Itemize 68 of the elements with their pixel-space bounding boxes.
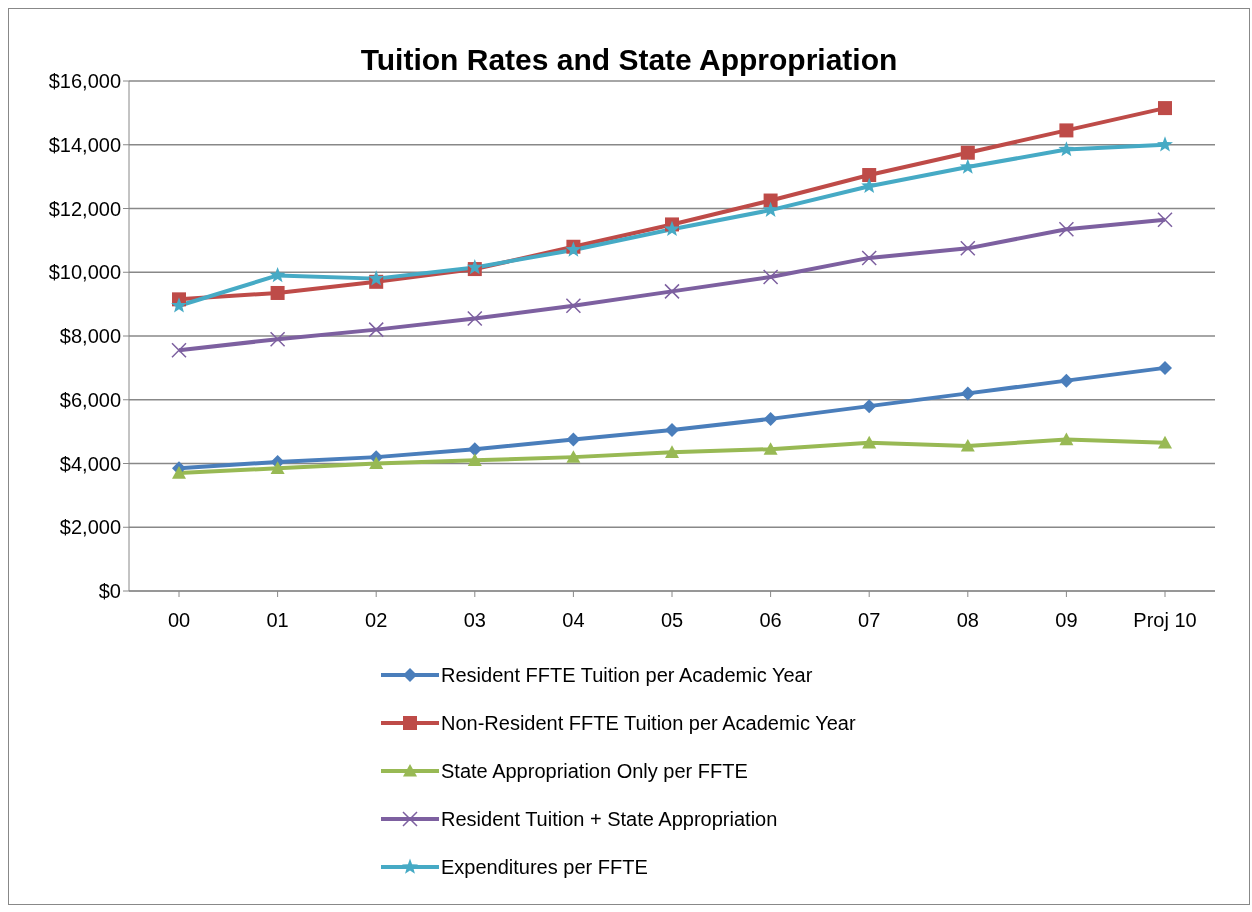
legend-label: Non-Resident FFTE Tuition per Academic Year [441, 711, 856, 735]
y-tick-label: $8,000 [59, 325, 121, 348]
point [664, 283, 680, 300]
point [1059, 373, 1074, 388]
x-tick-label: 01 [266, 609, 289, 632]
y-tick-label: $14,000 [48, 133, 121, 156]
point [467, 442, 482, 457]
y-tick-label: $4,000 [59, 452, 121, 475]
legend-label: Expenditures per FFTE [441, 855, 648, 879]
point [763, 442, 778, 455]
x-tick-label: 00 [167, 609, 191, 632]
point [1059, 432, 1074, 446]
point [566, 450, 581, 463]
point [368, 321, 384, 338]
point [1157, 136, 1173, 152]
point [665, 445, 679, 458]
point [1158, 360, 1172, 375]
x-tick-label: 02 [365, 609, 388, 632]
chart-title: Tuition Rates and State Appropriation [359, 42, 899, 76]
x-tick-label: 07 [858, 609, 881, 632]
legend-label: Resident Tuition + State Appropriation [441, 807, 778, 831]
point [270, 285, 285, 300]
point [665, 423, 679, 438]
point [861, 250, 877, 266]
point [566, 432, 581, 447]
x-tick-label: 05 [660, 609, 684, 632]
x-tick-label: 09 [1055, 609, 1078, 632]
x-tick-label: 08 [956, 609, 979, 632]
y-tick-label: $2,000 [59, 516, 121, 539]
y-tick-label: $10,000 [48, 261, 121, 284]
point [368, 270, 385, 286]
x-tick-label: 03 [463, 609, 486, 632]
point [762, 201, 779, 217]
point [862, 168, 877, 183]
point [565, 297, 582, 314]
x-tick-label: 06 [759, 609, 782, 632]
legend-label: State Appropriation Only per FFTE [441, 759, 748, 783]
point [960, 386, 975, 401]
point [763, 411, 778, 426]
point [1158, 435, 1172, 449]
y-tick-label: $6,000 [59, 388, 121, 411]
legend-label: Resident FFTE Tuition per Academic Year [441, 663, 813, 687]
point [862, 399, 877, 414]
x-tick-label: 04 [562, 609, 585, 632]
point [1158, 101, 1172, 116]
point [1058, 221, 1075, 237]
point [960, 438, 975, 452]
point [1059, 123, 1074, 138]
point [1058, 141, 1075, 157]
x-tick-label: Proj 10 [1133, 609, 1197, 632]
point [862, 435, 877, 449]
point [960, 240, 976, 257]
point [664, 220, 680, 237]
point [762, 269, 779, 285]
point [269, 331, 286, 347]
point [960, 145, 975, 160]
y-tick-label: $12,000 [48, 197, 121, 220]
point [269, 267, 286, 283]
point [270, 461, 285, 474]
point [467, 453, 482, 466]
y-tick-label: $16,000 [48, 70, 121, 93]
point [171, 342, 187, 359]
point [172, 466, 186, 479]
point [171, 297, 187, 313]
point [369, 456, 384, 470]
y-tick-label: $0 [98, 580, 121, 603]
point [467, 310, 483, 327]
point [1157, 211, 1173, 228]
